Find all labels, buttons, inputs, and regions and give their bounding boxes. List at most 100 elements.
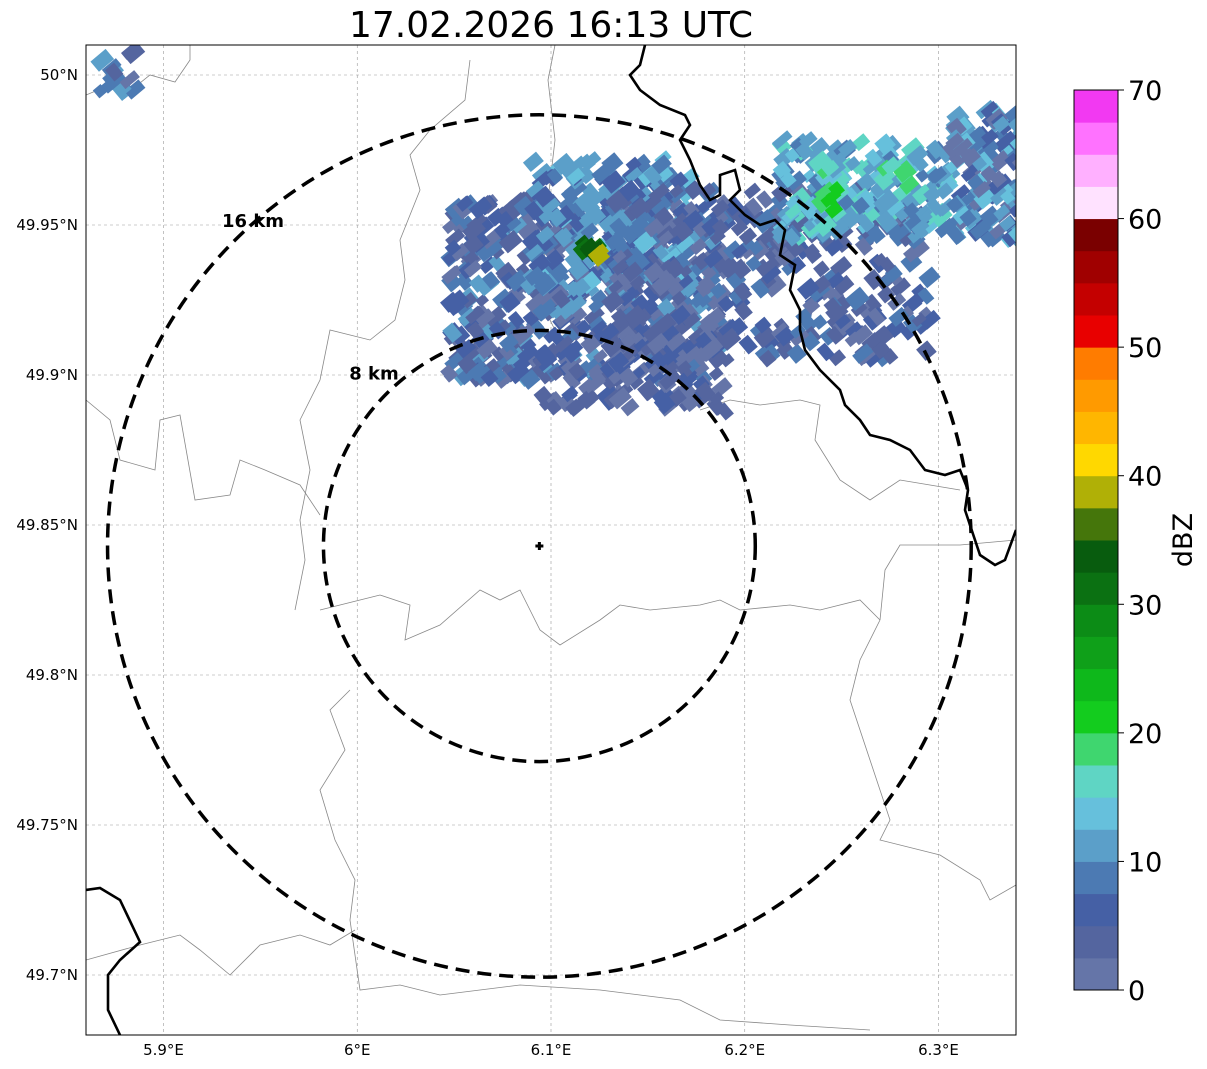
echo-cell (676, 360, 692, 375)
echo-cell (738, 334, 758, 355)
echo-cell (561, 385, 579, 403)
colorbar-tick-label: 50 (1128, 333, 1162, 364)
echo-cell (1009, 133, 1016, 151)
echo-cell (600, 333, 625, 358)
echo-cell (465, 305, 486, 325)
echo-cell (709, 391, 725, 406)
echo-cell (851, 196, 870, 215)
echo-cell (124, 79, 146, 100)
echo-cell (711, 377, 733, 398)
x-tick-label: 6°E (344, 1041, 371, 1059)
echo-cell (945, 132, 965, 151)
echo-cell (637, 378, 660, 402)
echo-cell (580, 237, 598, 254)
echo-cell (813, 260, 830, 278)
echo-cell (533, 274, 557, 297)
echo-cell (786, 343, 807, 364)
echo-cell (519, 369, 541, 390)
colorbar-frame (1073, 89, 1119, 991)
echo-cell (493, 370, 512, 389)
echo-cell (763, 274, 787, 298)
echo-cell (774, 326, 796, 347)
echo-cell (923, 185, 942, 204)
y-tick-label: 49.85°N (16, 516, 78, 534)
echo-cell (643, 261, 665, 284)
echo-cell (926, 167, 943, 184)
echo-cell (871, 340, 891, 360)
colorbar-tick-label: 70 (1128, 76, 1162, 107)
echo-cell (541, 197, 561, 216)
echo-cell (673, 221, 694, 242)
echo-cell (490, 366, 507, 384)
echo-cell (608, 279, 624, 294)
echo-cell (911, 312, 927, 328)
echo-cell (946, 196, 964, 214)
echo-cell (647, 192, 672, 217)
echo-cell (444, 239, 462, 256)
regional-border (294, 59, 471, 611)
echo-cell (776, 340, 796, 360)
echo-cell (825, 325, 845, 345)
echo-cell (1001, 228, 1016, 248)
echo-cell (524, 266, 546, 286)
colorbar-tick-label: 20 (1128, 719, 1162, 750)
echo-cell (623, 304, 648, 329)
echo-cell (457, 354, 478, 375)
echo-cell (669, 171, 689, 191)
echo-cell (601, 170, 626, 194)
echo-cell (807, 150, 833, 175)
echo-cell (881, 156, 902, 176)
echo-cell (745, 197, 764, 217)
colorbar-segment (1074, 443, 1118, 477)
echo-cell (828, 180, 846, 198)
echo-cell (959, 209, 977, 227)
y-tick-label: 49.75°N (16, 816, 78, 834)
echo-cell (525, 243, 544, 261)
echo-cell (665, 332, 687, 352)
regional-border (849, 619, 1016, 901)
echo-cell (717, 295, 735, 313)
echo-cell (1015, 184, 1016, 207)
echo-cell (864, 148, 883, 167)
echo-cell (565, 305, 588, 327)
echo-cell (516, 323, 536, 342)
echo-cell (463, 234, 484, 255)
colorbar-segment (1074, 797, 1118, 830)
echo-cell (795, 141, 814, 161)
echo-cell (533, 385, 553, 405)
echo-cell (916, 340, 937, 362)
echo-cell (792, 215, 811, 234)
echo-cell (671, 212, 689, 229)
regional-border (319, 689, 871, 1031)
colorbar-segment (1074, 700, 1118, 734)
echo-cell (582, 199, 601, 218)
regional-border (319, 589, 881, 646)
echo-cell (899, 175, 920, 195)
echo-cell (820, 158, 839, 177)
colorbar-tick-label: 60 (1128, 205, 1162, 236)
echo-cell (784, 203, 803, 220)
echo-cell (787, 256, 807, 275)
echo-cell (717, 255, 742, 279)
echo-cell (637, 323, 653, 338)
echo-cell (611, 235, 627, 251)
echo-cell (607, 339, 629, 361)
echo-cell (754, 316, 772, 334)
echo-cell (609, 269, 628, 289)
national-border (628, 45, 1016, 567)
echo-cell (667, 281, 685, 298)
echo-cell (683, 345, 703, 364)
echo-cell (551, 289, 571, 309)
echo-cell (989, 170, 1008, 188)
echo-cell (670, 304, 691, 326)
echo-cell (885, 317, 907, 338)
echo-cell (659, 369, 682, 391)
echo-cell (456, 338, 477, 359)
echo-cell (596, 386, 617, 407)
echo-cell (972, 156, 988, 172)
echo-cell (474, 308, 496, 329)
echo-cell (664, 257, 686, 279)
echo-cell (618, 367, 639, 388)
echo-cell (980, 100, 999, 118)
echo-cell (92, 83, 108, 99)
